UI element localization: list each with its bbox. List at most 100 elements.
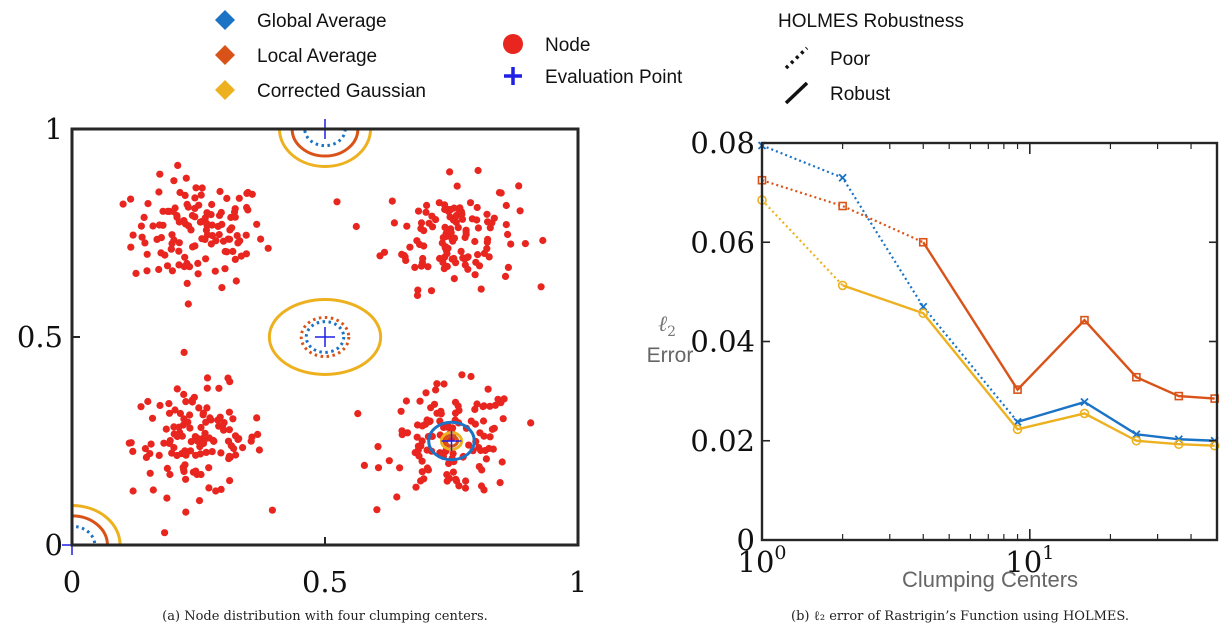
y-axis-label-symbol: ℓ2 — [658, 312, 676, 340]
node-point-403 — [467, 417, 475, 425]
node-point-120 — [203, 231, 212, 239]
node-point-312 — [215, 384, 223, 392]
node-point-477 — [449, 424, 457, 432]
node-point-257 — [129, 447, 137, 455]
node-point-118 — [215, 231, 223, 239]
series-2-point-6 — [1173, 439, 1184, 450]
node-point-291 — [147, 440, 155, 448]
series-line-poor-2 — [761, 199, 844, 287]
node-point-262 — [161, 529, 169, 537]
node-point-36 — [129, 231, 137, 239]
legend-robustness-label-1: Robust — [830, 84, 891, 105]
node-point-423 — [455, 482, 463, 490]
scatter-nodes — [119, 161, 547, 537]
line-ytick-label-2: 0.04 — [690, 325, 755, 359]
node-point-147 — [417, 262, 425, 270]
node-point-242 — [475, 262, 484, 270]
node-point-459 — [417, 442, 425, 450]
node-point-488 — [385, 457, 393, 465]
node-point-194 — [474, 166, 482, 175]
node-point-218 — [516, 207, 524, 215]
node-point-117 — [219, 237, 228, 245]
node-point-314 — [268, 506, 276, 514]
node-point-346 — [148, 414, 157, 422]
node-point-316 — [166, 470, 174, 479]
node-point-402 — [471, 405, 479, 413]
node-point-279 — [137, 403, 145, 411]
node-point-65 — [198, 184, 206, 192]
series-1-point-6 — [1174, 391, 1184, 401]
node-point-121 — [228, 224, 236, 232]
node-point-221 — [501, 272, 510, 280]
node-point-496 — [424, 466, 432, 474]
node-point-81 — [191, 213, 199, 221]
node-point-287 — [226, 378, 234, 386]
node-point-18 — [184, 300, 192, 308]
line-xtick-label-1: 101 — [1005, 542, 1054, 579]
node-point-127 — [473, 203, 481, 212]
node-point-289 — [163, 494, 171, 502]
node-point-276 — [170, 444, 178, 452]
node-point-133 — [458, 215, 467, 223]
node-point-440 — [478, 466, 486, 474]
series-2-point-4 — [1079, 408, 1090, 419]
node-point-191 — [403, 222, 411, 230]
node-point-243 — [427, 287, 436, 295]
node-point-353 — [220, 426, 228, 434]
node-point-96 — [137, 222, 145, 230]
node-point-94 — [170, 177, 178, 185]
node-point-186 — [504, 263, 512, 271]
node-point-323 — [216, 413, 224, 421]
node-point-152 — [414, 207, 423, 215]
node-point-444 — [373, 506, 381, 514]
node-point-370 — [195, 404, 203, 412]
node-point-499 — [490, 424, 498, 432]
node-point-171 — [504, 230, 512, 238]
node-point-14 — [235, 194, 243, 202]
node-point-343 — [217, 449, 225, 457]
node-point-223 — [539, 236, 547, 245]
node-point-387 — [416, 397, 424, 405]
node-point-464 — [486, 433, 494, 441]
node-point-20 — [232, 277, 240, 285]
scatter-xtick-label-0: 0 — [63, 565, 81, 599]
node-point-472 — [498, 458, 506, 466]
legend-label-1: Local Average — [257, 46, 377, 67]
node-point-219 — [380, 248, 389, 256]
node-point-8 — [168, 267, 176, 275]
node-point-393 — [486, 402, 494, 410]
node-point-486 — [443, 471, 451, 479]
node-point-356 — [192, 467, 200, 475]
node-point-82 — [181, 253, 189, 261]
series-1-point-4 — [1080, 315, 1089, 325]
node-point-182 — [440, 265, 448, 273]
node-point-232 — [464, 253, 472, 261]
node-point-48 — [218, 284, 226, 292]
node-point-334 — [225, 408, 233, 416]
legend-robustness-line-1 — [784, 81, 809, 105]
node-point-462 — [451, 409, 460, 417]
node-point-461 — [412, 483, 420, 491]
node-point-163 — [411, 263, 419, 271]
node-point-415 — [433, 380, 441, 388]
node-point-228 — [441, 223, 449, 231]
node-point-337 — [199, 409, 207, 417]
node-point-348 — [180, 467, 188, 476]
node-point-62 — [242, 231, 250, 239]
node-point-372 — [178, 432, 186, 440]
node-point-471 — [420, 475, 428, 483]
node-point-244 — [352, 222, 360, 231]
scatter-ytick-label-0: 0 — [45, 528, 63, 562]
node-point-175 — [333, 198, 341, 206]
series-2-point-3 — [1012, 424, 1023, 435]
caption-a: (a) Node distribution with four clumping… — [162, 609, 488, 624]
legend-label-3: Node — [545, 35, 590, 56]
legend-robustness-line-0 — [784, 46, 809, 70]
node-point-233 — [453, 182, 461, 190]
node-point-71 — [231, 255, 239, 263]
node-point-341 — [186, 447, 195, 455]
node-point-363 — [163, 464, 171, 472]
node-point-339 — [142, 453, 150, 461]
node-point-465 — [354, 410, 362, 418]
node-point-234 — [441, 205, 449, 214]
